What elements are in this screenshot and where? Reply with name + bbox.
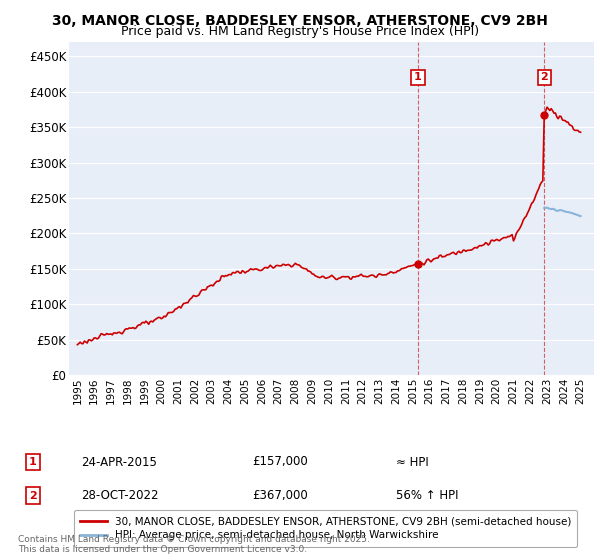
Text: ≈ HPI: ≈ HPI [396, 455, 429, 469]
Text: 2: 2 [541, 72, 548, 82]
Text: 1: 1 [414, 72, 422, 82]
Text: Contains HM Land Registry data © Crown copyright and database right 2025.
This d: Contains HM Land Registry data © Crown c… [18, 535, 370, 554]
Text: 1: 1 [29, 457, 37, 467]
Text: £367,000: £367,000 [252, 489, 308, 502]
Text: Price paid vs. HM Land Registry's House Price Index (HPI): Price paid vs. HM Land Registry's House … [121, 25, 479, 38]
Text: 56% ↑ HPI: 56% ↑ HPI [396, 489, 458, 502]
Text: £157,000: £157,000 [252, 455, 308, 469]
Text: 24-APR-2015: 24-APR-2015 [81, 455, 157, 469]
Legend: 30, MANOR CLOSE, BADDESLEY ENSOR, ATHERSTONE, CV9 2BH (semi-detached house), HPI: 30, MANOR CLOSE, BADDESLEY ENSOR, ATHERS… [74, 510, 577, 547]
Text: 2: 2 [29, 491, 37, 501]
Text: 30, MANOR CLOSE, BADDESLEY ENSOR, ATHERSTONE, CV9 2BH: 30, MANOR CLOSE, BADDESLEY ENSOR, ATHERS… [52, 14, 548, 28]
Text: 28-OCT-2022: 28-OCT-2022 [81, 489, 158, 502]
